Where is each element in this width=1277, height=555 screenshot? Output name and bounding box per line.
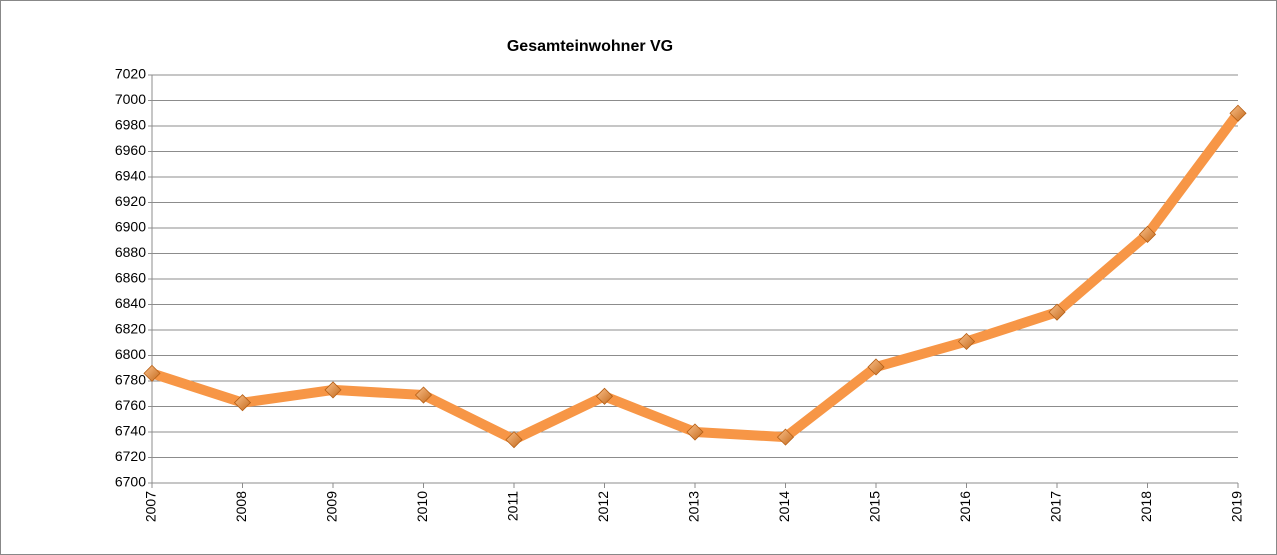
x-tick-label: 2019 bbox=[1229, 491, 1245, 522]
data-marker bbox=[867, 358, 885, 376]
x-tick-label: 2017 bbox=[1048, 491, 1064, 522]
data-marker bbox=[233, 394, 252, 412]
data-marker bbox=[143, 364, 161, 382]
y-tick-label: 6780 bbox=[115, 372, 146, 388]
data-marker bbox=[776, 428, 795, 446]
x-tick-label: 2013 bbox=[686, 491, 702, 522]
y-tick-label: 6860 bbox=[115, 270, 146, 286]
x-tick-label: 2015 bbox=[867, 491, 883, 522]
y-tick-label: 6800 bbox=[115, 346, 146, 362]
data-marker bbox=[1048, 303, 1066, 321]
chart-title: Gesamteinwohner VG bbox=[507, 38, 673, 55]
x-tick-label: 2014 bbox=[776, 491, 792, 522]
y-tick-label: 7020 bbox=[115, 66, 146, 82]
x-tick-label: 2008 bbox=[233, 491, 249, 522]
data-marker bbox=[414, 386, 433, 404]
y-tick-label: 6940 bbox=[115, 168, 146, 184]
data-marker bbox=[505, 431, 523, 449]
y-tick-label: 6760 bbox=[115, 397, 146, 413]
x-tick-label: 2007 bbox=[143, 491, 159, 522]
data-marker bbox=[957, 332, 976, 351]
x-tick-label: 2016 bbox=[957, 491, 973, 522]
y-tick-label: 6840 bbox=[115, 295, 146, 311]
data-marker bbox=[324, 381, 342, 399]
y-tick-label: 6700 bbox=[115, 474, 146, 490]
y-tick-label: 6880 bbox=[115, 244, 146, 260]
y-tick-label: 6720 bbox=[115, 448, 146, 464]
y-tick-label: 6960 bbox=[115, 142, 146, 158]
y-tick-label: 6820 bbox=[115, 321, 146, 337]
y-tick-label: 6920 bbox=[115, 193, 146, 209]
data-marker bbox=[1138, 225, 1157, 243]
x-tick-label: 2011 bbox=[505, 491, 521, 521]
x-tick-label: 2018 bbox=[1138, 491, 1154, 522]
x-tick-label: 2012 bbox=[595, 491, 611, 522]
y-tick-label: 6900 bbox=[115, 219, 146, 235]
x-tick-label: 2009 bbox=[324, 491, 340, 522]
x-tick-label: 2010 bbox=[414, 491, 430, 522]
y-tick-label: 6740 bbox=[115, 423, 146, 439]
y-tick-label: 6980 bbox=[115, 117, 146, 133]
data-marker bbox=[1229, 104, 1247, 122]
data-marker bbox=[595, 387, 614, 405]
data-marker bbox=[686, 423, 704, 441]
y-tick-label: 7000 bbox=[115, 91, 146, 107]
